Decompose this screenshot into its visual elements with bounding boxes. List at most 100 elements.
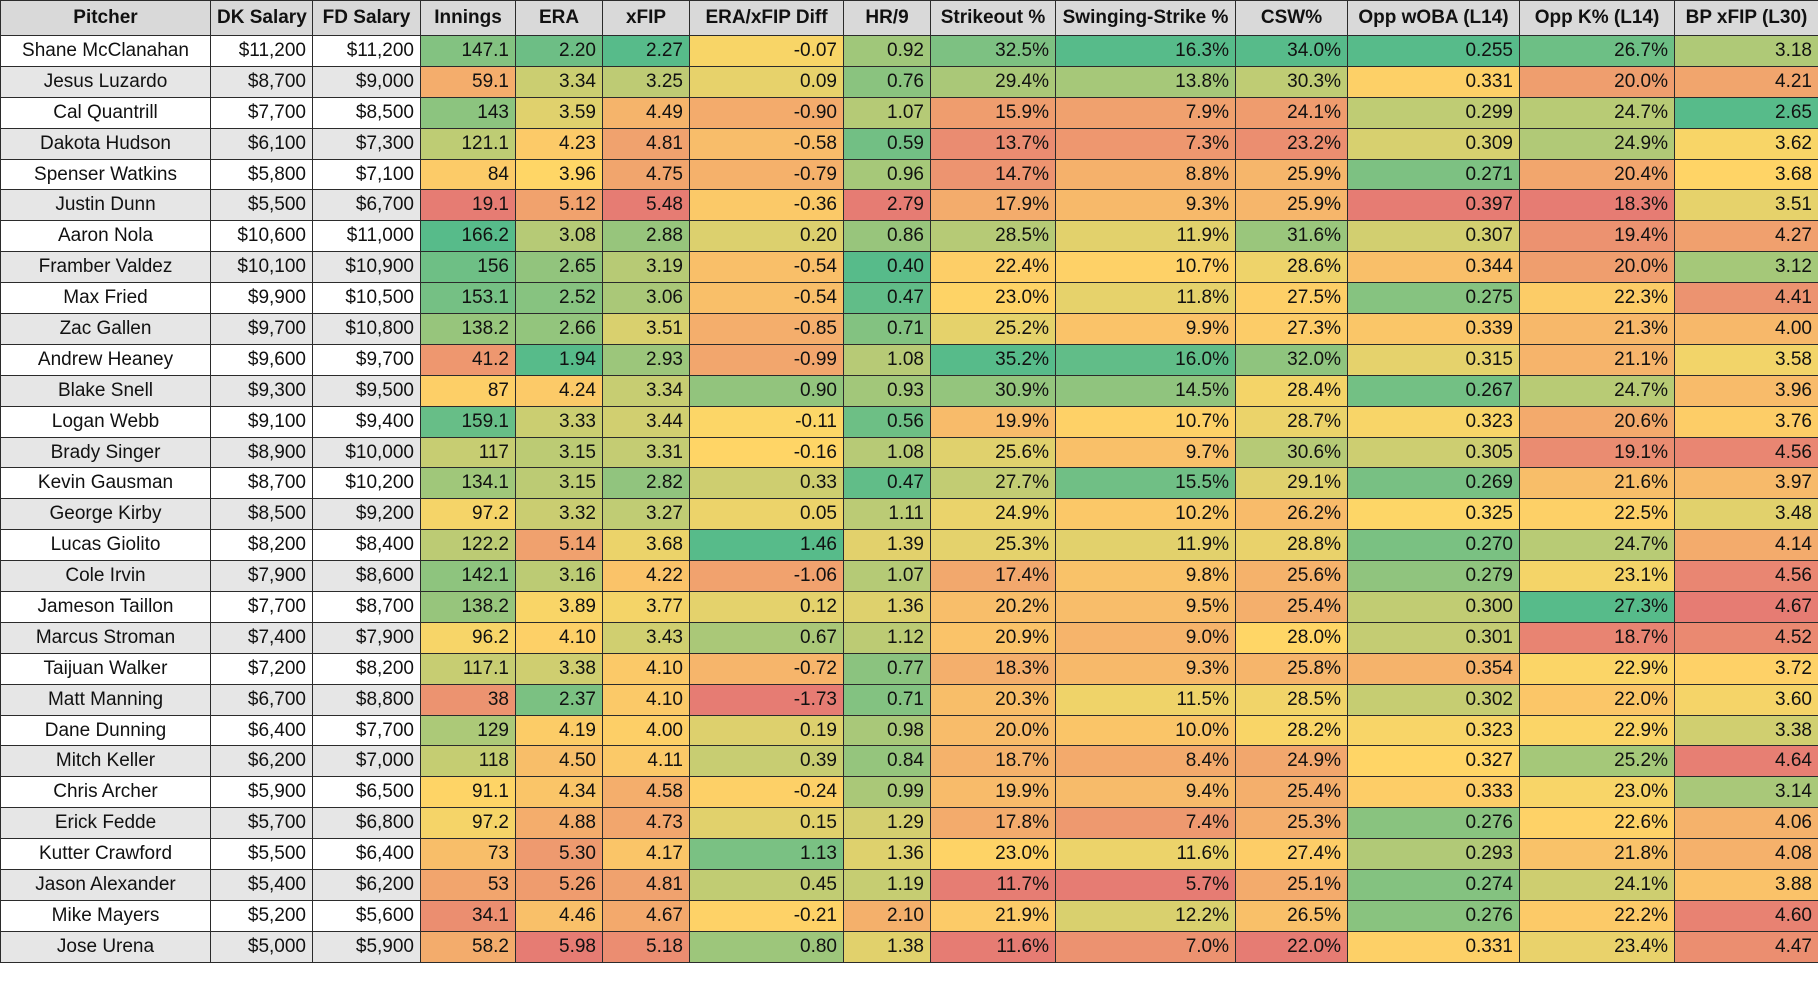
cell-era-xfip-diff[interactable]: 0.12 <box>689 591 844 623</box>
cell-era-xfip-diff[interactable]: -1.73 <box>689 683 844 716</box>
cell-dk-salary[interactable]: $8,700 <box>210 467 313 500</box>
cell-innings[interactable]: 143 <box>420 96 516 129</box>
cell-bp-xfip[interactable]: 4.52 <box>1674 621 1818 654</box>
cell-opp-woba[interactable]: 0.327 <box>1347 745 1520 778</box>
cell-opp-k-pct[interactable]: 18.3% <box>1519 189 1675 222</box>
cell-era[interactable]: 5.30 <box>515 838 603 871</box>
cell-era[interactable]: 2.20 <box>515 35 603 67</box>
cell-innings[interactable]: 91.1 <box>420 776 516 809</box>
cell-xfip[interactable]: 4.17 <box>602 838 690 871</box>
cell-pitcher[interactable]: Kutter Crawford <box>0 838 211 871</box>
col-header-swinging-strike-pct[interactable]: Swinging-Strike % <box>1055 0 1236 36</box>
cell-era-xfip-diff[interactable]: 0.20 <box>689 220 844 253</box>
cell-era-xfip-diff[interactable]: 0.39 <box>689 745 844 778</box>
cell-csw-pct[interactable]: 26.2% <box>1235 498 1348 531</box>
cell-csw-pct[interactable]: 23.2% <box>1235 127 1348 160</box>
cell-strikeout-pct[interactable]: 23.0% <box>930 282 1056 315</box>
cell-xfip[interactable]: 3.51 <box>602 313 690 345</box>
cell-strikeout-pct[interactable]: 23.0% <box>930 838 1056 871</box>
cell-xfip[interactable]: 4.81 <box>602 127 690 160</box>
cell-era[interactable]: 4.19 <box>515 714 603 747</box>
cell-pitcher[interactable]: Brady Singer <box>0 436 211 469</box>
cell-strikeout-pct[interactable]: 25.6% <box>930 436 1056 469</box>
cell-swinging-strike-pct[interactable]: 10.7% <box>1055 251 1236 284</box>
cell-hr9[interactable]: 1.08 <box>843 343 931 376</box>
cell-fd-salary[interactable]: $5,900 <box>312 930 421 963</box>
cell-bp-xfip[interactable]: 4.67 <box>1674 591 1818 623</box>
cell-dk-salary[interactable]: $8,500 <box>210 498 313 531</box>
cell-dk-salary[interactable]: $7,400 <box>210 621 313 654</box>
cell-fd-salary[interactable]: $9,500 <box>312 374 421 407</box>
cell-csw-pct[interactable]: 25.4% <box>1235 776 1348 809</box>
cell-xfip[interactable]: 4.22 <box>602 560 690 593</box>
cell-era-xfip-diff[interactable]: -0.36 <box>689 189 844 222</box>
cell-pitcher[interactable]: Max Fried <box>0 282 211 315</box>
cell-dk-salary[interactable]: $9,700 <box>210 313 313 345</box>
cell-csw-pct[interactable]: 32.0% <box>1235 343 1348 376</box>
cell-swinging-strike-pct[interactable]: 9.9% <box>1055 313 1236 345</box>
cell-xfip[interactable]: 4.58 <box>602 776 690 809</box>
cell-pitcher[interactable]: Cole Irvin <box>0 560 211 593</box>
cell-strikeout-pct[interactable]: 17.4% <box>930 560 1056 593</box>
cell-xfip[interactable]: 2.27 <box>602 35 690 67</box>
cell-csw-pct[interactable]: 28.6% <box>1235 251 1348 284</box>
cell-opp-woba[interactable]: 0.305 <box>1347 436 1520 469</box>
cell-innings[interactable]: 87 <box>420 374 516 407</box>
cell-csw-pct[interactable]: 25.6% <box>1235 560 1348 593</box>
cell-dk-salary[interactable]: $10,100 <box>210 251 313 284</box>
cell-innings[interactable]: 96.2 <box>420 621 516 654</box>
cell-dk-salary[interactable]: $9,100 <box>210 405 313 438</box>
cell-innings[interactable]: 41.2 <box>420 343 516 376</box>
cell-hr9[interactable]: 1.29 <box>843 807 931 840</box>
cell-hr9[interactable]: 0.92 <box>843 35 931 67</box>
cell-era[interactable]: 4.88 <box>515 807 603 840</box>
cell-hr9[interactable]: 1.36 <box>843 591 931 623</box>
cell-dk-salary[interactable]: $5,500 <box>210 838 313 871</box>
cell-swinging-strike-pct[interactable]: 9.3% <box>1055 189 1236 222</box>
cell-csw-pct[interactable]: 27.4% <box>1235 838 1348 871</box>
cell-strikeout-pct[interactable]: 19.9% <box>930 776 1056 809</box>
cell-pitcher[interactable]: Jose Urena <box>0 930 211 963</box>
cell-swinging-strike-pct[interactable]: 10.7% <box>1055 405 1236 438</box>
cell-dk-salary[interactable]: $6,700 <box>210 683 313 716</box>
cell-innings[interactable]: 117.1 <box>420 652 516 685</box>
cell-pitcher[interactable]: Shane McClanahan <box>0 35 211 67</box>
cell-xfip[interactable]: 2.93 <box>602 343 690 376</box>
cell-fd-salary[interactable]: $5,600 <box>312 899 421 932</box>
cell-innings[interactable]: 147.1 <box>420 35 516 67</box>
cell-era-xfip-diff[interactable]: 1.13 <box>689 838 844 871</box>
cell-opp-woba[interactable]: 0.270 <box>1347 529 1520 562</box>
cell-strikeout-pct[interactable]: 25.2% <box>930 313 1056 345</box>
cell-era[interactable]: 5.12 <box>515 189 603 222</box>
cell-strikeout-pct[interactable]: 18.3% <box>930 652 1056 685</box>
cell-xfip[interactable]: 4.49 <box>602 96 690 129</box>
cell-era[interactable]: 4.34 <box>515 776 603 809</box>
cell-hr9[interactable]: 0.71 <box>843 683 931 716</box>
col-header-opp-k-pct[interactable]: Opp K% (L14) <box>1519 0 1675 36</box>
cell-era-xfip-diff[interactable]: 0.80 <box>689 930 844 963</box>
cell-opp-k-pct[interactable]: 19.4% <box>1519 220 1675 253</box>
cell-opp-k-pct[interactable]: 24.7% <box>1519 529 1675 562</box>
cell-strikeout-pct[interactable]: 11.6% <box>930 930 1056 963</box>
cell-csw-pct[interactable]: 31.6% <box>1235 220 1348 253</box>
cell-hr9[interactable]: 0.96 <box>843 158 931 191</box>
cell-innings[interactable]: 118 <box>420 745 516 778</box>
cell-era-xfip-diff[interactable]: -0.72 <box>689 652 844 685</box>
cell-innings[interactable]: 97.2 <box>420 498 516 531</box>
cell-opp-woba[interactable]: 0.275 <box>1347 282 1520 315</box>
cell-opp-k-pct[interactable]: 20.0% <box>1519 251 1675 284</box>
cell-era-xfip-diff[interactable]: 0.15 <box>689 807 844 840</box>
cell-csw-pct[interactable]: 27.3% <box>1235 313 1348 345</box>
cell-strikeout-pct[interactable]: 24.9% <box>930 498 1056 531</box>
cell-swinging-strike-pct[interactable]: 9.7% <box>1055 436 1236 469</box>
cell-pitcher[interactable]: Aaron Nola <box>0 220 211 253</box>
cell-era-xfip-diff[interactable]: -0.07 <box>689 35 844 67</box>
cell-opp-k-pct[interactable]: 22.5% <box>1519 498 1675 531</box>
cell-opp-k-pct[interactable]: 22.0% <box>1519 683 1675 716</box>
cell-xfip[interactable]: 3.34 <box>602 374 690 407</box>
cell-opp-woba[interactable]: 0.315 <box>1347 343 1520 376</box>
cell-pitcher[interactable]: Zac Gallen <box>0 313 211 345</box>
cell-opp-woba[interactable]: 0.309 <box>1347 127 1520 160</box>
cell-innings[interactable]: 134.1 <box>420 467 516 500</box>
cell-xfip[interactable]: 3.68 <box>602 529 690 562</box>
